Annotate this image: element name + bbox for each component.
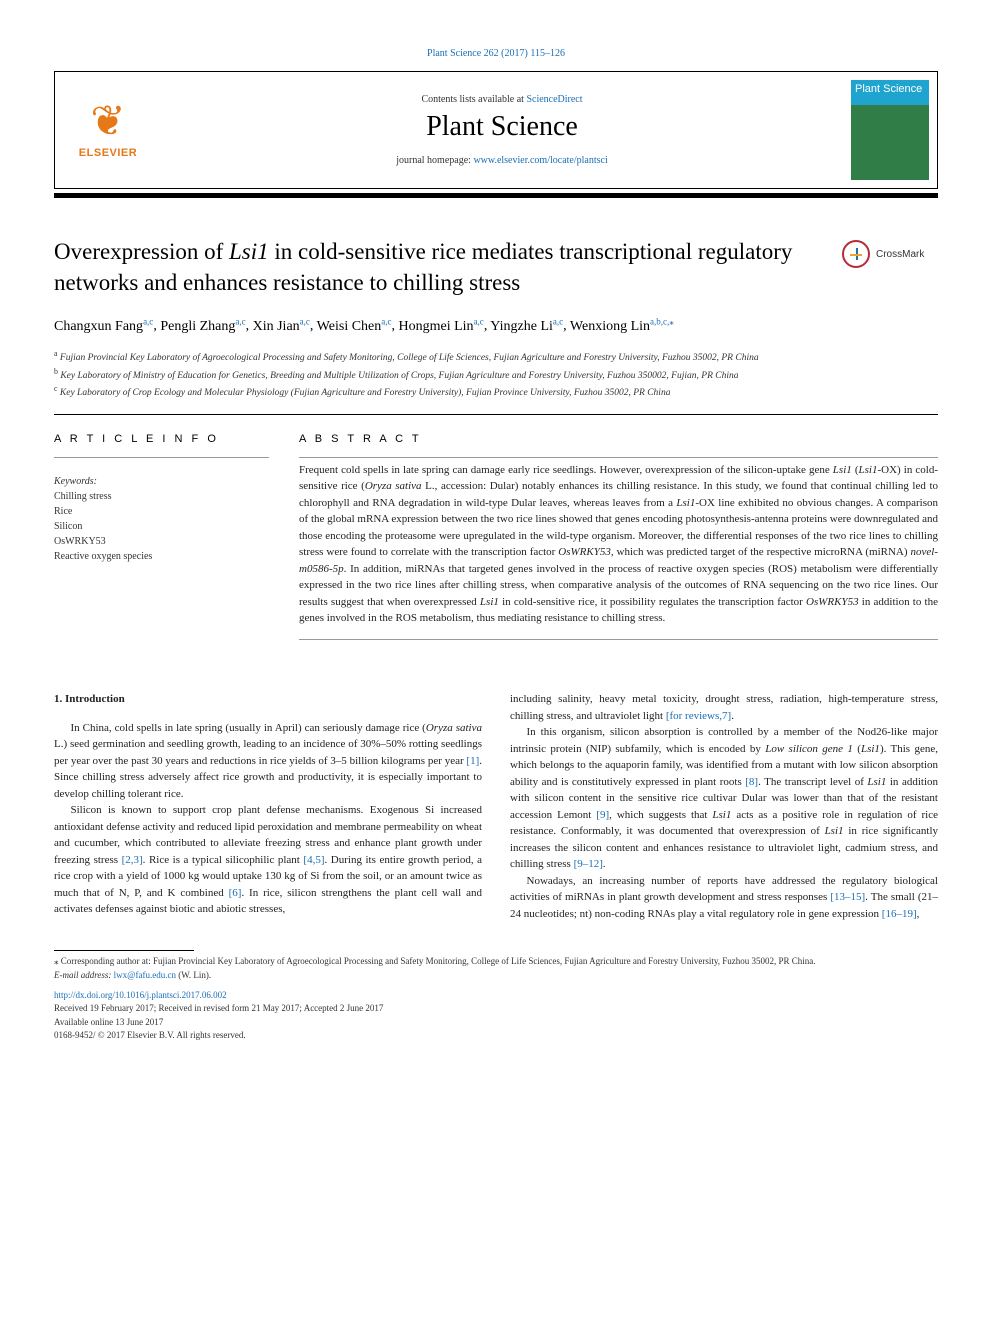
author-list: Changxun Fanga,c, Pengli Zhanga,c, Xin J…	[54, 314, 938, 338]
email-link[interactable]: lwx@fafu.edu.cn	[114, 970, 176, 980]
contents-available: Contents lists available at ScienceDirec…	[153, 94, 851, 105]
body-paragraph: including salinity, heavy metal toxicity…	[510, 691, 938, 724]
elsevier-tree-icon: ❦	[90, 101, 125, 143]
citation-link[interactable]: [8]	[745, 776, 758, 788]
footnote-rule	[54, 950, 194, 951]
doi-link[interactable]: http://dx.doi.org/10.1016/j.plantsci.201…	[54, 990, 938, 1000]
corresponding-author: ⁎ Corresponding author at: Fujian Provin…	[54, 955, 938, 969]
body-paragraph: Nowadays, an increasing number of report…	[510, 873, 938, 923]
citation-link[interactable]: [for reviews,7]	[666, 710, 731, 722]
body-paragraph: In this organism, silicon absorption is …	[510, 724, 938, 873]
elsevier-logo: ❦ ELSEVIER	[63, 85, 153, 175]
affiliation-ref[interactable]: a,b,c,⁎	[650, 316, 674, 326]
affiliation: b Key Laboratory of Ministry of Educatio…	[54, 366, 938, 383]
citation-link[interactable]: [13–15]	[830, 891, 865, 903]
affiliation: c Key Laboratory of Crop Ecology and Mol…	[54, 383, 938, 400]
author: Weisi Chena,c	[317, 319, 392, 334]
journal-title: Plant Science	[153, 111, 851, 143]
crossmark-label: CrossMark	[876, 249, 924, 260]
affiliation-ref[interactable]: a,c	[474, 316, 484, 326]
journal-cover-thumb: Plant Science	[851, 80, 929, 180]
footnotes: ⁎ Corresponding author at: Fujian Provin…	[54, 955, 938, 982]
keywords-label: Keywords:	[54, 476, 269, 487]
meta-line: 0168-9452/ © 2017 Elsevier B.V. All righ…	[54, 1029, 938, 1043]
crossmark-badge[interactable]: CrossMark	[842, 236, 938, 272]
meta-line: Received 19 February 2017; Received in r…	[54, 1002, 938, 1016]
body-column-right: including salinity, heavy metal toxicity…	[510, 691, 938, 922]
divider	[54, 414, 938, 415]
author: Pengli Zhanga,c	[160, 319, 245, 334]
body-column-left: 1. Introduction In China, cold spells in…	[54, 691, 482, 922]
author: Xin Jiana,c	[253, 319, 310, 334]
citation-link[interactable]: [16–19]	[882, 908, 917, 920]
crossmark-icon	[842, 240, 870, 268]
header-rule	[54, 193, 938, 198]
journal-homepage: journal homepage: www.elsevier.com/locat…	[153, 155, 851, 166]
citation-link[interactable]: [9–12]	[574, 858, 603, 870]
keyword: Reactive oxygen species	[54, 549, 269, 564]
keyword: Rice	[54, 504, 269, 519]
citation-link[interactable]: [9]	[596, 809, 609, 821]
introduction-heading: 1. Introduction	[54, 691, 482, 708]
affiliation-ref[interactable]: a,c	[553, 316, 563, 326]
meta-line: Available online 13 June 2017	[54, 1016, 938, 1030]
citation-link[interactable]: [2,3]	[122, 854, 143, 866]
abstract-text: Frequent cold spells in late spring can …	[299, 462, 938, 627]
affiliation-ref[interactable]: a,c	[235, 316, 245, 326]
abstract-heading: A B S T R A C T	[299, 433, 938, 445]
journal-header: ❦ ELSEVIER Contents lists available at S…	[54, 71, 938, 189]
affiliation: a Fujian Provincial Key Laboratory of Ag…	[54, 348, 938, 365]
affiliation-ref[interactable]: a,c	[143, 316, 153, 326]
citation-link[interactable]: [1]	[466, 755, 479, 767]
email-line: E-mail address: lwx@fafu.edu.cn (W. Lin)…	[54, 969, 938, 983]
keyword: Silicon	[54, 519, 269, 534]
article-title: Overexpression of Lsi1 in cold-sensitive…	[54, 236, 822, 298]
citation-link[interactable]: [6]	[229, 887, 242, 899]
body-paragraph: In China, cold spells in late spring (us…	[54, 720, 482, 803]
keywords-list: Chilling stressRiceSiliconOsWRKY53Reacti…	[54, 489, 269, 564]
body-paragraph: Silicon is known to support crop plant d…	[54, 802, 482, 918]
elsevier-brand: ELSEVIER	[79, 147, 137, 159]
sciencedirect-link[interactable]: ScienceDirect	[526, 94, 582, 105]
keyword: Chilling stress	[54, 489, 269, 504]
journal-citation[interactable]: Plant Science 262 (2017) 115–126	[54, 48, 938, 59]
affiliation-ref[interactable]: a,c	[300, 316, 310, 326]
author: Yingzhe Lia,c	[490, 319, 563, 334]
homepage-link[interactable]: www.elsevier.com/locate/plantsci	[473, 155, 607, 166]
article-info-heading: A R T I C L E I N F O	[54, 433, 269, 445]
citation-link[interactable]: [4,5]	[303, 854, 324, 866]
affiliation-ref[interactable]: a,c	[381, 316, 391, 326]
author: Hongmei Lina,c	[399, 319, 484, 334]
author: Changxun Fanga,c	[54, 319, 153, 334]
article-dates: Received 19 February 2017; Received in r…	[54, 1002, 938, 1043]
affiliations: a Fujian Provincial Key Laboratory of Ag…	[54, 348, 938, 400]
keyword: OsWRKY53	[54, 534, 269, 549]
author: Wenxiong Lina,b,c,⁎	[570, 319, 674, 334]
